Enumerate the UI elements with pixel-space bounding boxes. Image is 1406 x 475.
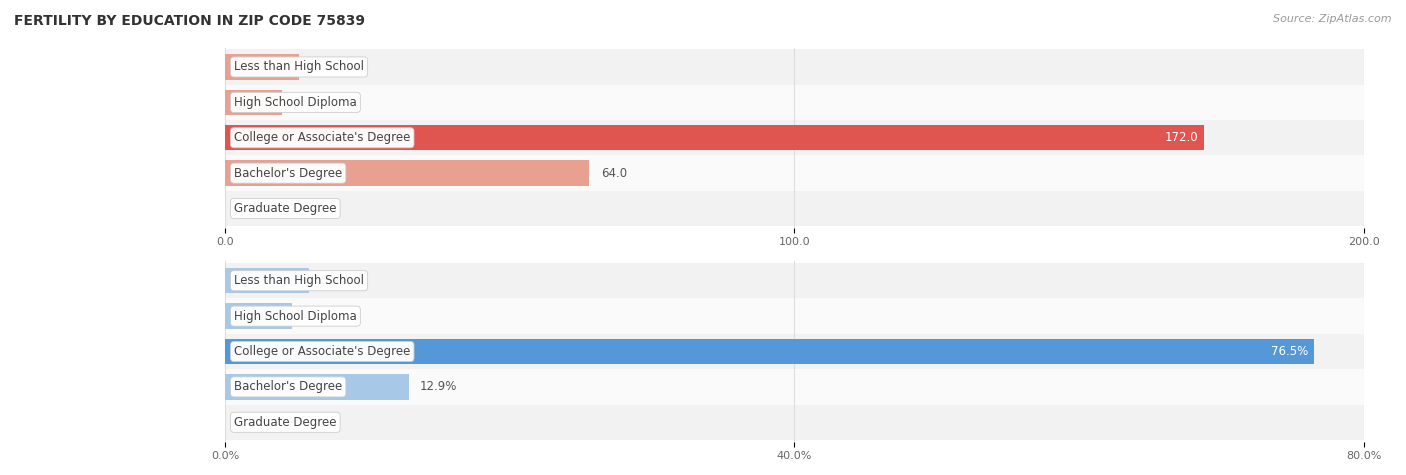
Text: 13.0: 13.0 xyxy=(311,60,336,74)
Bar xyxy=(225,161,589,186)
FancyBboxPatch shape xyxy=(225,405,1364,440)
Text: College or Associate's Degree: College or Associate's Degree xyxy=(233,131,411,144)
FancyBboxPatch shape xyxy=(225,298,1364,334)
FancyBboxPatch shape xyxy=(225,191,1364,226)
Bar xyxy=(225,304,292,329)
Text: Graduate Degree: Graduate Degree xyxy=(233,416,336,429)
Text: College or Associate's Degree: College or Associate's Degree xyxy=(233,345,411,358)
FancyBboxPatch shape xyxy=(225,155,1364,191)
Text: 5.9%: 5.9% xyxy=(321,274,350,287)
Text: 172.0: 172.0 xyxy=(1166,131,1199,144)
Text: Bachelor's Degree: Bachelor's Degree xyxy=(233,167,342,180)
Bar xyxy=(225,54,299,80)
FancyBboxPatch shape xyxy=(225,120,1364,155)
Text: 4.7%: 4.7% xyxy=(304,310,333,323)
Text: 10.0: 10.0 xyxy=(294,96,319,109)
Bar xyxy=(225,90,281,115)
Bar xyxy=(225,339,1315,364)
Text: High School Diploma: High School Diploma xyxy=(233,96,357,109)
Text: Less than High School: Less than High School xyxy=(233,60,364,74)
Text: Graduate Degree: Graduate Degree xyxy=(233,202,336,215)
Text: 0.0%: 0.0% xyxy=(236,416,266,429)
Text: Source: ZipAtlas.com: Source: ZipAtlas.com xyxy=(1274,14,1392,24)
Text: High School Diploma: High School Diploma xyxy=(233,310,357,323)
FancyBboxPatch shape xyxy=(225,85,1364,120)
Text: 64.0: 64.0 xyxy=(600,167,627,180)
Bar xyxy=(225,125,1205,151)
Bar xyxy=(225,374,409,399)
Text: 0.0: 0.0 xyxy=(236,202,254,215)
Text: Less than High School: Less than High School xyxy=(233,274,364,287)
FancyBboxPatch shape xyxy=(225,49,1364,85)
Bar xyxy=(225,268,309,294)
FancyBboxPatch shape xyxy=(225,263,1364,298)
Text: 12.9%: 12.9% xyxy=(420,380,457,393)
FancyBboxPatch shape xyxy=(225,369,1364,405)
Text: FERTILITY BY EDUCATION IN ZIP CODE 75839: FERTILITY BY EDUCATION IN ZIP CODE 75839 xyxy=(14,14,366,28)
Text: 76.5%: 76.5% xyxy=(1271,345,1309,358)
Text: Bachelor's Degree: Bachelor's Degree xyxy=(233,380,342,393)
FancyBboxPatch shape xyxy=(225,334,1364,369)
